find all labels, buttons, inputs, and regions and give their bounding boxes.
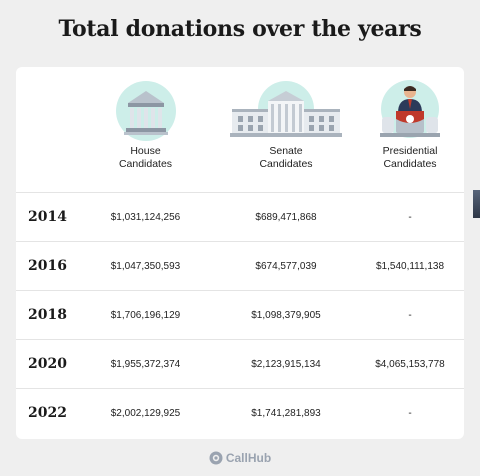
table-row: 2016 $1,047,350,593 $674,577,039 $1,540,… (16, 241, 464, 291)
column-label-line2: Candidates (259, 158, 313, 170)
table-row: 2020 $1,955,372,374 $2,123,915,134 $4,06… (16, 339, 464, 389)
row-year: 2016 (28, 258, 67, 274)
cell-house: $1,955,372,374 (110, 359, 181, 370)
cell-senate: $1,098,379,905 (251, 310, 321, 321)
cell-presidential: - (408, 408, 412, 419)
row-year: 2018 (28, 307, 67, 323)
brand-name: CallHub (225, 450, 272, 465)
column-header-presidential: Presidential Candidates (364, 67, 456, 191)
capitol-building-icon (115, 81, 176, 141)
cell-senate: $689,471,868 (255, 212, 317, 223)
column-label-line1: Senate (269, 145, 303, 157)
page-title: Total donations over the years (58, 16, 422, 42)
column-label-line1: Presidential (382, 145, 438, 157)
cell-presidential: $4,065,153,778 (375, 359, 445, 370)
cell-senate: $1,741,281,893 (251, 408, 321, 419)
column-header-house: House Candidates (98, 67, 193, 191)
cell-house: $1,031,124,256 (110, 212, 181, 223)
cell-presidential: $1,540,111,138 (375, 261, 445, 272)
row-year: 2020 (28, 356, 67, 372)
table-row: 2022 $2,002,129,925 $1,741,281,893 - (16, 388, 464, 438)
cell-senate: $2,123,915,134 (251, 359, 321, 370)
cell-senate: $674,577,039 (255, 261, 317, 272)
callhub-logo-icon (209, 451, 223, 465)
cell-house: $2,002,129,925 (110, 408, 181, 419)
cell-presidential: - (408, 212, 412, 223)
footer-brand: CallHub (0, 450, 480, 465)
column-label-line2: Candidates (383, 158, 437, 170)
row-year: 2014 (28, 209, 67, 225)
podium-speaker-icon (380, 80, 440, 138)
white-house-icon (230, 81, 342, 137)
column-header-senate: Senate Candidates (226, 67, 346, 191)
column-label-line2: Candidates (118, 158, 173, 170)
cell-house: $1,047,350,593 (110, 261, 181, 272)
table-row: 2018 $1,706,196,129 $1,098,379,905 - (16, 290, 464, 340)
cell-presidential: - (408, 310, 412, 321)
row-year: 2022 (28, 405, 67, 421)
cell-house: $1,706,196,129 (110, 310, 181, 321)
column-label-line1: House (130, 145, 161, 157)
scroll-tab[interactable] (473, 190, 480, 218)
table-row: 2014 $1,031,124,256 $689,471,868 - (16, 192, 464, 242)
donations-table: House Candidates Senate (16, 67, 464, 439)
